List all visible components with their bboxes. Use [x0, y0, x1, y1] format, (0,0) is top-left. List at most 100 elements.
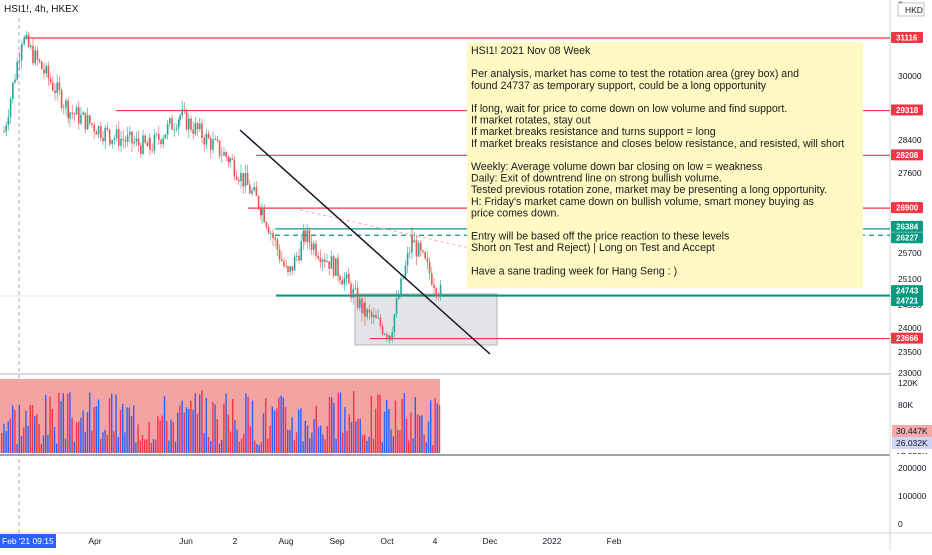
volume-bar: [27, 425, 29, 453]
volume-bar: [432, 444, 434, 453]
candle-body: [82, 112, 84, 115]
candle-body: [366, 309, 368, 317]
candle-body: [406, 253, 409, 266]
volume-bar: [148, 421, 150, 453]
candle-body: [203, 138, 205, 145]
candle-body: [63, 107, 65, 109]
candle-body: [205, 133, 208, 145]
level-badge-label-26900: 26900: [896, 204, 919, 213]
analysis-note[interactable]: [467, 42, 863, 288]
volume-bar: [117, 437, 119, 453]
candle-body: [426, 258, 429, 262]
time-cursor-badge[interactable]: [0, 534, 56, 548]
time-tick-Jun: Jun: [179, 536, 193, 546]
downtrend-line[interactable]: [239, 129, 491, 355]
level-badge-24721: [891, 295, 923, 306]
volume-bar: [311, 432, 313, 453]
symbol-title: HSI1!, 4h, HKEX: [4, 4, 79, 15]
volume-bar: [185, 407, 188, 453]
volume-bar: [412, 438, 414, 453]
volume-bar: [221, 439, 223, 453]
volume-bar: [89, 392, 91, 453]
candle-body: [274, 237, 276, 240]
volume-bar: [293, 440, 295, 453]
candle-body: [304, 230, 306, 242]
candle-body: [149, 138, 151, 150]
volume-bar: [236, 429, 238, 453]
volume-bar: [366, 440, 368, 453]
candle-body: [183, 109, 186, 111]
time-cursor-label: Feb '21 09:15: [2, 536, 54, 546]
volume-bar: [388, 408, 390, 453]
volume-bar: [115, 394, 117, 453]
volume-bar: [56, 443, 58, 453]
volume-bar: [47, 435, 49, 453]
volume-bar: [337, 392, 339, 453]
candle-body: [373, 315, 375, 318]
candle-body: [100, 126, 102, 138]
candle-body: [36, 50, 39, 60]
candle-body: [240, 172, 242, 182]
projection-line[interactable]: [299, 209, 471, 249]
note-line: found 24737 as temporary support, could …: [471, 80, 767, 92]
volume-bar: [144, 439, 146, 453]
volume-bar: [350, 421, 353, 453]
volume-bar: [20, 436, 23, 453]
volume-bar: [80, 417, 82, 453]
volume-bar: [421, 415, 423, 453]
candle-body: [375, 315, 377, 319]
volume-bar: [287, 429, 289, 453]
candle-body: [345, 274, 348, 279]
candle-body: [89, 115, 91, 124]
note-line: If market breaks resistance and closes b…: [471, 138, 844, 150]
volume-bar: [381, 442, 383, 453]
candle-body: [69, 112, 71, 119]
volume-bar: [357, 418, 359, 453]
volume-bar: [71, 417, 73, 453]
volume-bar: [328, 396, 331, 453]
candle-body: [306, 230, 308, 242]
lower-tick-0: 0: [898, 519, 903, 529]
note-line: Short on Test and Reject) | Long on Test…: [471, 242, 715, 254]
volume-bar: [359, 418, 361, 453]
currency-badge[interactable]: [897, 2, 925, 17]
price-tick-23000: 23000: [898, 368, 922, 378]
candle-body: [283, 261, 285, 267]
volume-bar: [122, 403, 124, 453]
candle-body: [384, 334, 386, 335]
volume-bar: [254, 440, 256, 453]
volume-bar: [207, 436, 210, 453]
volume-bar: [309, 438, 311, 453]
candle-body: [75, 107, 78, 115]
rotation-zone-box[interactable]: [354, 293, 498, 346]
candle-body: [56, 82, 58, 94]
candle-body: [409, 252, 411, 254]
candle-body: [58, 82, 61, 91]
candle-body: [106, 127, 109, 130]
candle-body: [171, 118, 173, 130]
candle-body: [233, 159, 236, 177]
time-axis[interactable]: Apr Jun 2 Aug Sep Oct 4 Dec 2022 Feb: [88, 536, 621, 546]
vol-partial-label: 17.355K: [896, 451, 928, 461]
volume-bar: [282, 397, 284, 453]
volume-bar: [7, 421, 9, 453]
analysis-note-text: HSI1! 2021 Nov 08 Week Per analysis, mark…: [471, 45, 844, 277]
candle-body: [433, 284, 435, 289]
volume-bar: [247, 396, 249, 453]
volume-bar: [425, 442, 427, 453]
candle-body: [391, 332, 393, 340]
candle-body: [179, 115, 181, 120]
note-line: Daily: Exit of downtrend line on strong …: [471, 173, 722, 185]
candle-body: [417, 242, 420, 257]
note-line: Tested previous rotation zone, market ma…: [471, 184, 827, 196]
volume-bar: [390, 429, 392, 453]
volume-bar: [75, 422, 78, 453]
volume-bar: [315, 405, 317, 453]
level-badge-label-26384: 26384: [896, 222, 919, 231]
candle-body: [201, 123, 203, 139]
volume-bar: [256, 444, 258, 453]
volume-bar: [135, 442, 137, 453]
candle-body: [278, 249, 281, 260]
candle-body: [190, 118, 192, 130]
